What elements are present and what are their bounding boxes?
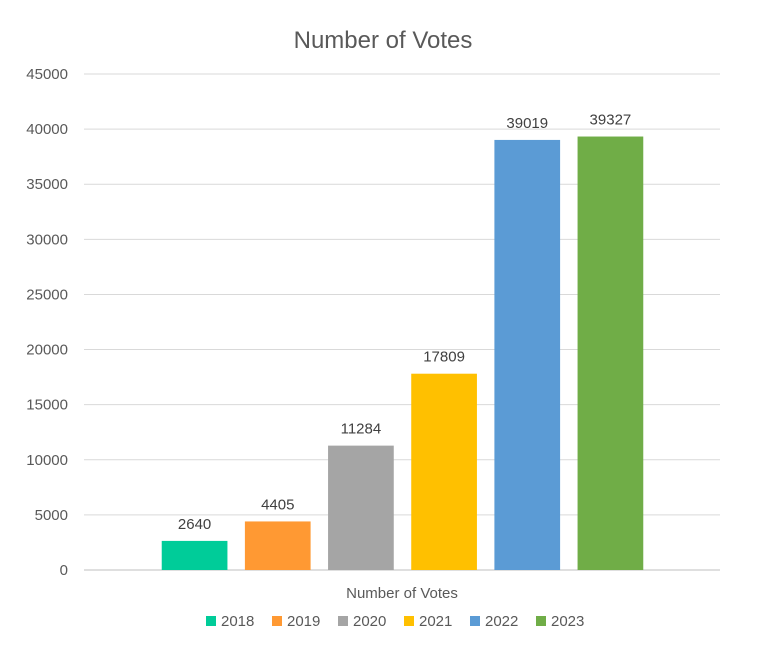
x-axis-category-label: Number of Votes: [346, 585, 458, 602]
legend-swatch-2021: [404, 616, 414, 626]
y-tick-label: 0: [60, 562, 68, 579]
chart-title: Number of Votes: [294, 27, 473, 54]
legend-swatch-2018: [206, 616, 216, 626]
legend-swatch-2023: [536, 616, 546, 626]
data-label-2021: 17809: [423, 349, 465, 366]
bar-2020: [328, 445, 394, 570]
data-label-2020: 11284: [341, 421, 382, 438]
data-labels: 2640 4405 11284 17809 39019 39327: [178, 112, 631, 533]
y-tick-label: 30000: [26, 231, 68, 248]
gridlines: [84, 73, 720, 571]
legend-label-2018: 2018: [221, 613, 254, 630]
bar-2018: [161, 540, 228, 570]
data-label-2018: 2640: [178, 516, 211, 533]
y-tick-label: 15000: [26, 397, 68, 414]
legend-swatch-2022: [470, 616, 480, 626]
bars: [161, 136, 644, 571]
legend-label-2019: 2019: [287, 613, 320, 630]
y-tick-label: 5000: [35, 507, 68, 524]
legend-label-2021: 2021: [419, 613, 452, 630]
legend-label-2020: 2020: [353, 613, 386, 630]
data-label-2023: 39327: [590, 112, 632, 129]
bar-2023: [577, 136, 644, 571]
legend: 2018 2019 2020 2021 2022 2023: [206, 613, 584, 630]
bar-2022: [494, 139, 561, 571]
bar-2021: [411, 373, 477, 570]
y-tick-label: 20000: [26, 342, 68, 359]
y-tick-label: 35000: [26, 176, 68, 193]
bar-2019: [244, 521, 311, 570]
y-tick-label: 25000: [26, 286, 68, 303]
y-tick-label: 40000: [26, 121, 68, 138]
y-tick-label: 45000: [26, 66, 68, 83]
data-label-2022: 39019: [506, 115, 548, 132]
legend-label-2023: 2023: [551, 613, 584, 630]
legend-swatch-2020: [338, 616, 348, 626]
legend-label-2022: 2022: [485, 613, 518, 630]
y-tick-label: 10000: [26, 452, 68, 469]
data-label-2019: 4405: [261, 496, 294, 513]
legend-swatch-2019: [272, 616, 282, 626]
y-axis-ticks: 0 5000 10000 15000 20000 25000 30000 35000 40000…: [26, 66, 68, 579]
